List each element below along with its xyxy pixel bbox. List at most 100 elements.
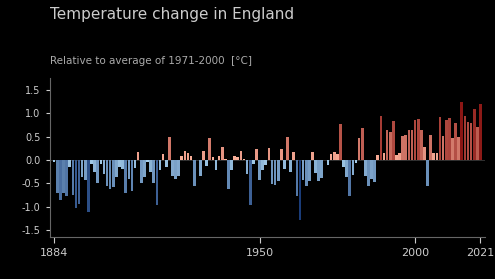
- Bar: [429, 135, 432, 160]
- Bar: [277, 160, 280, 182]
- Bar: [320, 160, 323, 178]
- Bar: [137, 151, 140, 160]
- Text: Temperature change in England: Temperature change in England: [50, 7, 294, 22]
- Bar: [433, 153, 435, 160]
- Bar: [81, 160, 84, 177]
- Bar: [187, 153, 189, 160]
- Bar: [162, 154, 164, 160]
- Bar: [414, 120, 416, 160]
- Bar: [302, 160, 304, 180]
- Bar: [354, 160, 357, 163]
- Bar: [314, 160, 317, 173]
- Bar: [445, 120, 447, 160]
- Bar: [177, 160, 180, 176]
- Bar: [99, 160, 102, 164]
- Bar: [467, 122, 469, 160]
- Bar: [237, 157, 239, 160]
- Bar: [361, 128, 363, 160]
- Bar: [298, 160, 301, 220]
- Bar: [373, 160, 376, 182]
- Bar: [389, 132, 392, 160]
- Bar: [439, 117, 442, 160]
- Bar: [380, 116, 382, 160]
- Bar: [417, 119, 420, 160]
- Bar: [90, 160, 93, 164]
- Bar: [158, 160, 161, 170]
- Bar: [330, 154, 333, 160]
- Bar: [240, 151, 242, 160]
- Bar: [271, 160, 273, 184]
- Bar: [59, 160, 62, 200]
- Bar: [121, 160, 124, 169]
- Bar: [84, 160, 87, 180]
- Bar: [155, 160, 158, 205]
- Bar: [87, 160, 90, 212]
- Bar: [243, 158, 246, 160]
- Bar: [218, 156, 220, 160]
- Bar: [333, 151, 336, 160]
- Bar: [317, 160, 320, 181]
- Bar: [174, 160, 177, 179]
- Bar: [457, 137, 460, 160]
- Bar: [124, 160, 127, 193]
- Bar: [470, 124, 472, 160]
- Bar: [296, 160, 298, 196]
- Bar: [463, 116, 466, 160]
- Bar: [221, 147, 224, 160]
- Bar: [65, 160, 68, 196]
- Bar: [230, 160, 233, 170]
- Bar: [202, 151, 205, 160]
- Bar: [118, 160, 121, 167]
- Bar: [293, 152, 295, 160]
- Bar: [78, 160, 80, 205]
- Bar: [367, 160, 370, 186]
- Bar: [97, 160, 99, 183]
- Bar: [267, 148, 270, 160]
- Bar: [289, 160, 292, 172]
- Bar: [401, 136, 404, 160]
- Bar: [165, 160, 167, 167]
- Bar: [215, 160, 217, 170]
- Bar: [131, 160, 133, 191]
- Bar: [327, 160, 329, 165]
- Bar: [286, 137, 289, 160]
- Bar: [274, 160, 276, 185]
- Bar: [106, 160, 108, 186]
- Bar: [53, 160, 55, 162]
- Bar: [479, 104, 482, 160]
- Bar: [476, 127, 479, 160]
- Bar: [342, 160, 345, 167]
- Bar: [143, 160, 146, 177]
- Bar: [426, 160, 429, 186]
- Bar: [264, 160, 267, 165]
- Bar: [199, 160, 202, 176]
- Bar: [473, 109, 476, 160]
- Bar: [436, 153, 438, 160]
- Bar: [180, 156, 183, 160]
- Bar: [255, 149, 258, 160]
- Bar: [68, 160, 71, 167]
- Bar: [364, 160, 367, 176]
- Bar: [134, 160, 137, 168]
- Bar: [128, 160, 130, 179]
- Bar: [171, 160, 174, 176]
- Bar: [184, 151, 186, 160]
- Bar: [305, 160, 307, 186]
- Bar: [411, 129, 413, 160]
- Bar: [386, 129, 389, 160]
- Bar: [208, 138, 211, 160]
- Bar: [93, 160, 96, 172]
- Text: Relative to average of 1971-2000  [°C]: Relative to average of 1971-2000 [°C]: [50, 56, 251, 66]
- Bar: [102, 160, 105, 174]
- Bar: [252, 160, 254, 164]
- Bar: [280, 149, 283, 160]
- Bar: [168, 137, 171, 160]
- Bar: [398, 153, 401, 160]
- Bar: [348, 160, 351, 196]
- Bar: [423, 147, 426, 160]
- Bar: [146, 160, 149, 162]
- Bar: [205, 160, 208, 166]
- Bar: [454, 122, 457, 160]
- Bar: [311, 152, 314, 160]
- Bar: [451, 138, 454, 160]
